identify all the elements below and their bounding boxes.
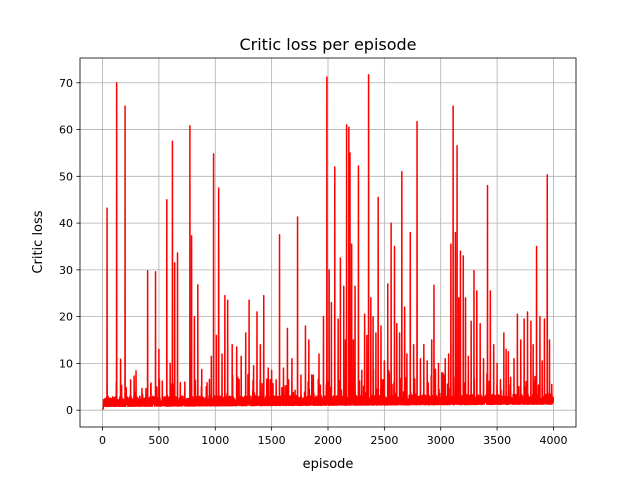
y-tick-label: 70 [59,77,73,90]
grid-lines [80,58,576,427]
y-tick-label: 10 [59,357,73,370]
y-tick-label: 20 [59,311,73,324]
x-tick-label: 2000 [314,434,342,447]
y-axis-label: Critic loss [31,210,46,273]
y-tick-label: 50 [59,170,73,183]
x-tick-label: 2500 [370,434,398,447]
x-tick-label: 3000 [427,434,455,447]
plot-area [101,74,555,411]
critic-loss-line [101,74,555,411]
x-tick-label: 0 [99,434,106,447]
x-tick-label: 500 [148,434,169,447]
axis-ticks: 0 500 1000 1500 2000 2500 3000 3500 4000 0 10 20 30 4… [59,77,567,447]
y-tick-label: 30 [59,264,73,277]
chart-title: Critic loss per episode [239,35,416,54]
y-tick-label: 40 [59,217,73,230]
y-tick-label: 0 [66,404,73,417]
x-tick-label: 4000 [539,434,567,447]
x-axis-label: episode [303,457,354,472]
y-tick-label: 60 [59,124,73,137]
x-tick-label: 1500 [258,434,286,447]
x-tick-label: 1000 [201,434,229,447]
x-tick-label: 3500 [483,434,511,447]
